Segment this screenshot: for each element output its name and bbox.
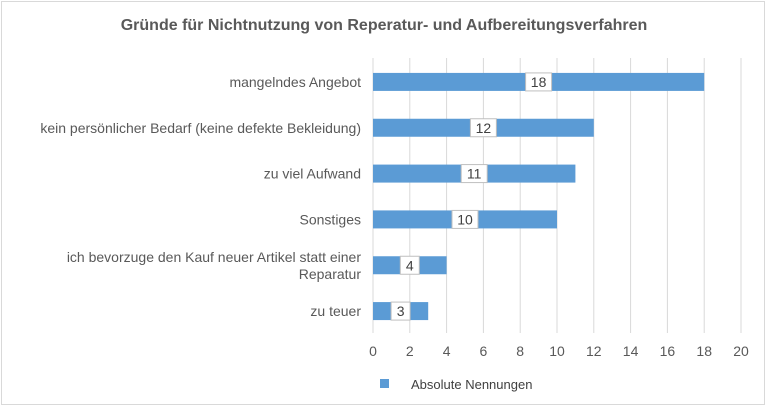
data-label-box [525, 72, 553, 92]
category-label: ich bevorzuge den Kauf neuer Artikel sta… [67, 249, 362, 265]
category-label: zu teuer [310, 303, 361, 319]
data-label: 11 [467, 166, 482, 182]
data-label-box [460, 164, 488, 184]
data-label-box [451, 209, 479, 229]
data-label: 10 [457, 211, 473, 227]
legend-marker [380, 379, 389, 388]
chart-title: Gründe für Nichtnutzung von Reperatur- u… [121, 17, 648, 34]
x-tick-label: 0 [369, 343, 377, 359]
x-tick-label: 18 [696, 343, 712, 359]
category-label: zu viel Aufwand [264, 166, 361, 182]
x-tick-label: 6 [480, 343, 488, 359]
x-tick-label: 10 [549, 343, 565, 359]
category-label: mangelndes Angebot [229, 74, 361, 90]
category-label: Sonstiges [300, 211, 361, 227]
data-label: 18 [531, 74, 547, 90]
x-tick-label: 20 [733, 343, 749, 359]
x-tick-label: 4 [443, 343, 451, 359]
data-label: 12 [476, 120, 492, 136]
category-label: kein persönlicher Bedarf (keine defekte … [40, 120, 361, 136]
x-tick-label: 16 [660, 343, 676, 359]
x-tick-label: 12 [586, 343, 602, 359]
category-label: Reparatur [299, 266, 362, 282]
x-tick-label: 2 [406, 343, 414, 359]
legend-label: Absolute Nennungen [411, 377, 532, 392]
x-tick-label: 14 [623, 343, 639, 359]
data-label: 4 [406, 257, 414, 273]
data-label-box [469, 118, 497, 138]
data-label-box [390, 301, 411, 321]
data-label-box [399, 255, 420, 275]
x-tick-label: 8 [516, 343, 524, 359]
data-label: 3 [397, 303, 405, 319]
